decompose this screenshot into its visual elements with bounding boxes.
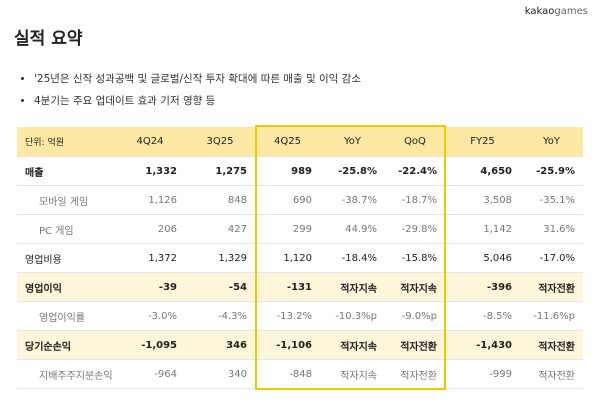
cell: 848 xyxy=(185,185,255,215)
cell: 427 xyxy=(185,214,255,244)
cell: -39 xyxy=(115,272,185,302)
row-label: 영업비용 xyxy=(17,243,115,273)
cell: 299 xyxy=(255,214,320,244)
cell: -15.8% xyxy=(385,243,445,273)
logo-sub: games xyxy=(554,6,588,17)
cell: 5,046 xyxy=(445,243,520,273)
cell: -13.2% xyxy=(255,301,320,331)
cell: 4Q25 xyxy=(255,127,320,157)
cell: 690 xyxy=(255,185,320,215)
cell: 44.9% xyxy=(320,214,385,244)
cell: -131 xyxy=(255,272,320,302)
cell: YoY xyxy=(320,127,385,157)
cell: -848 xyxy=(255,359,320,389)
cell: -1,106 xyxy=(255,330,320,360)
cell: 340 xyxy=(185,359,255,389)
row-label: 당기순손익 xyxy=(17,330,115,360)
cell: 1,332 xyxy=(115,156,185,186)
cell: -964 xyxy=(115,359,185,389)
row-label: 지배주주지분손익 xyxy=(17,359,115,389)
cell: -25.9% xyxy=(520,156,583,186)
cell: -1,095 xyxy=(115,330,185,360)
row-label: 단위: 억원 xyxy=(17,127,115,157)
cell: -4.3% xyxy=(185,301,255,331)
table-row: 매출 1,332 1,275 989 -25.8% -22.4% 4,650 -25.9% xyxy=(17,156,583,186)
cell: 적자지속 xyxy=(320,330,385,360)
cell: 1,126 xyxy=(115,185,185,215)
bullet: '25년은 신작 성과공백 및 글로벌/신작 투자 확대에 따른 매출 및 이익… xyxy=(34,68,361,90)
table-row: 영업비용 1,372 1,329 1,120 -18.4% -15.8% 5,046 -17.… xyxy=(17,243,583,273)
table-row: 영업이익률 -3.0% -4.3% -13.2% -10.3%p -9.0%p -8.5% -… xyxy=(17,301,583,331)
cell: -10.3%p xyxy=(320,301,385,331)
table-row: 단위: 억원 4Q24 3Q25 4Q25 YoY QoQ FY25 YoY xyxy=(17,127,583,157)
cell: 3Q25 xyxy=(185,127,255,157)
cell: -35.1% xyxy=(520,185,583,215)
cell: 1,120 xyxy=(255,243,320,273)
title: 실적 요약 xyxy=(14,29,83,49)
cell: -11.6%p xyxy=(520,301,583,331)
cell: QoQ xyxy=(385,127,445,157)
row-label: 모바일 게임 xyxy=(17,185,115,215)
cell: -9.0%p xyxy=(385,301,445,331)
cell: -22.4% xyxy=(385,156,445,186)
cell: 1,142 xyxy=(445,214,520,244)
cell: -38.7% xyxy=(320,185,385,215)
cell: -1,430 xyxy=(445,330,520,360)
row-label: PC 게임 xyxy=(17,214,115,244)
cell: FY25 xyxy=(445,127,520,157)
cell: -29.8% xyxy=(385,214,445,244)
cell: 989 xyxy=(255,156,320,186)
table-row: PC 게임 206 427 299 44.9% -29.8% 1,142 31.6% xyxy=(17,214,583,244)
cell: 1,329 xyxy=(185,243,255,273)
cell: -999 xyxy=(445,359,520,389)
cell: 4Q24 xyxy=(115,127,185,157)
cell: 346 xyxy=(185,330,255,360)
row-label: 영업이익률 xyxy=(17,301,115,331)
row-label: 영업이익 xyxy=(17,272,115,302)
bullets: '25년은 신작 성과공백 및 글로벌/신작 투자 확대에 따른 매출 및 이익… xyxy=(22,68,361,112)
bullet: 4분기는 주요 업데이트 효과 기저 영향 등 xyxy=(34,90,361,112)
row-label: 매출 xyxy=(17,156,115,186)
table-row: 지배주주지분손익 -964 340 -848 적자지속 적자전환 -999 적자전환 xyxy=(17,359,583,389)
cell: -18.4% xyxy=(320,243,385,273)
cell: 1,275 xyxy=(185,156,255,186)
cell: 적자전환 xyxy=(520,330,583,360)
cell: -17.0% xyxy=(520,243,583,273)
cell: -54 xyxy=(185,272,255,302)
table-row: 영업이익 -39 -54 -131 적자지속 적자지속 -396 적자전환 xyxy=(17,272,583,302)
logo: kakaogames xyxy=(525,6,588,17)
cell: 적자전환 xyxy=(385,359,445,389)
logo-brand: kakao xyxy=(524,6,555,17)
cell: 1,372 xyxy=(115,243,185,273)
cell: -25.8% xyxy=(320,156,385,186)
cell: 3,508 xyxy=(445,185,520,215)
cell: 적자지속 xyxy=(320,359,385,389)
cell: 206 xyxy=(115,214,185,244)
cell: -3.0% xyxy=(115,301,185,331)
cell: 적자전환 xyxy=(385,330,445,360)
cell: 적자지속 xyxy=(320,272,385,302)
cell: 4,650 xyxy=(445,156,520,186)
cell: YoY xyxy=(520,127,583,157)
cell: 31.6% xyxy=(520,214,583,244)
cell: -18.7% xyxy=(385,185,445,215)
table-row: 모바일 게임 1,126 848 690 -38.7% -18.7% 3,508 -35.1% xyxy=(17,185,583,215)
cell: 적자전환 xyxy=(520,359,583,389)
cell: 적자지속 xyxy=(385,272,445,302)
table-row: 당기순손익 -1,095 346 -1,106 적자지속 적자전환 -1,430 적자전환 xyxy=(17,330,583,360)
cell: -396 xyxy=(445,272,520,302)
results-table: 단위: 억원 4Q24 3Q25 4Q25 YoY QoQ FY25 YoY 매출 1,332 1,… xyxy=(17,127,583,389)
cell: 적자전환 xyxy=(520,272,583,302)
cell: -8.5% xyxy=(445,301,520,331)
